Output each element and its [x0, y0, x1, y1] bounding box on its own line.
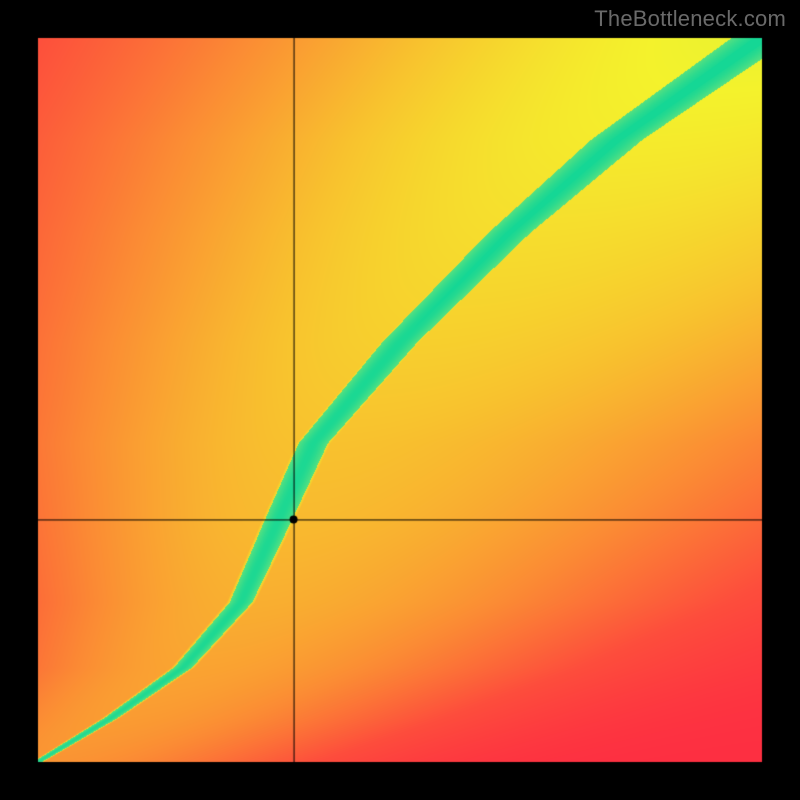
heatmap-canvas — [0, 0, 800, 800]
attribution-text: TheBottleneck.com — [594, 6, 786, 32]
chart-container: TheBottleneck.com — [0, 0, 800, 800]
